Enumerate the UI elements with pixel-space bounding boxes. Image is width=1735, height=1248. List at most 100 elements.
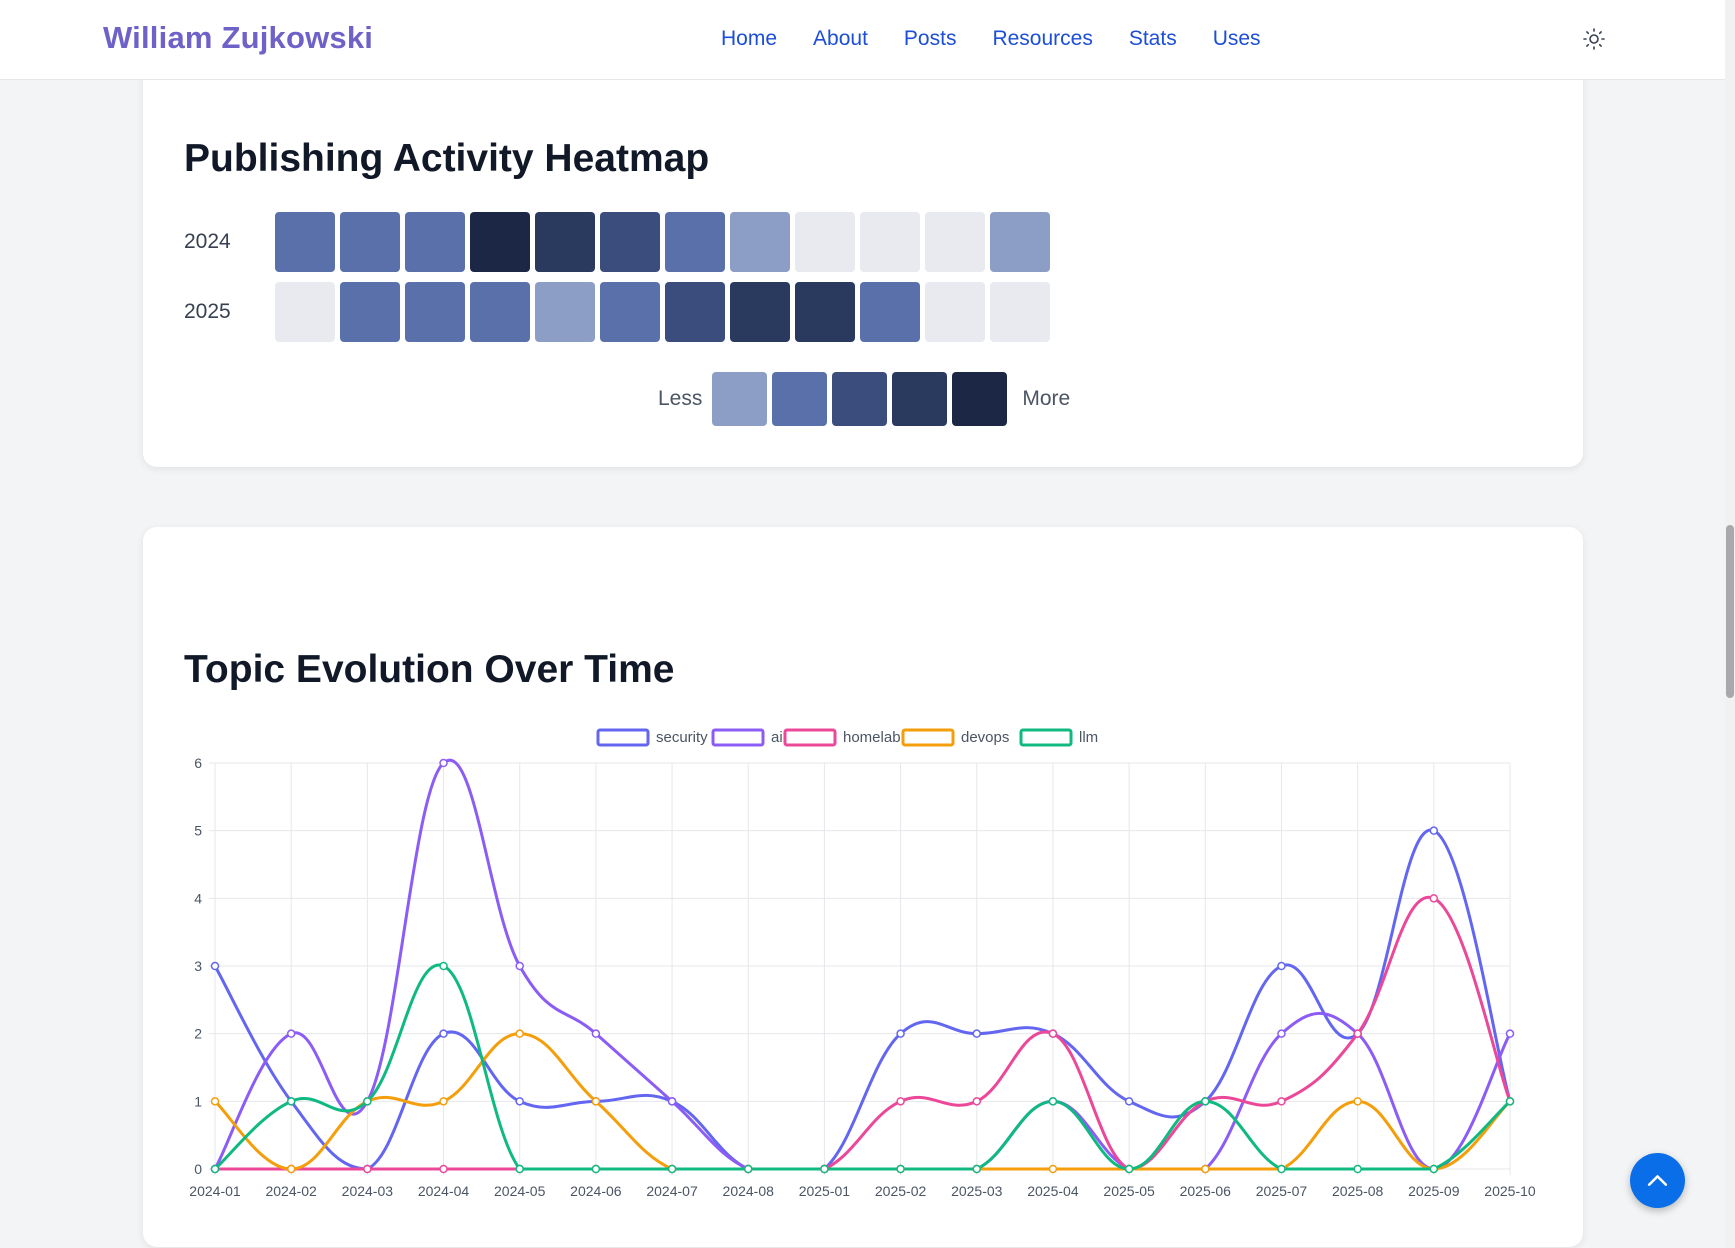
heatmap-cell[interactable] bbox=[470, 282, 530, 342]
legend-more-label: More bbox=[1022, 387, 1071, 410]
data-point-homelab bbox=[1429, 894, 1439, 903]
main-nav: Home About Posts Resources Stats Uses bbox=[721, 27, 1297, 51]
heatmap-cell[interactable] bbox=[600, 282, 660, 342]
data-point-devops bbox=[286, 1164, 296, 1174]
y-tick-label: 2 bbox=[194, 1026, 202, 1042]
heatmap-legend: Less More bbox=[658, 372, 1070, 426]
heatmap-cell[interactable] bbox=[535, 212, 595, 272]
data-point-ai bbox=[439, 758, 448, 768]
heatmap-cell[interactable] bbox=[925, 282, 985, 342]
data-point-llm bbox=[972, 1164, 982, 1174]
nav-posts[interactable]: Posts bbox=[903, 27, 957, 50]
nav-resources[interactable]: Resources bbox=[992, 27, 1093, 50]
heatmap-cell[interactable] bbox=[405, 282, 465, 342]
nav-uses[interactable]: Uses bbox=[1212, 27, 1261, 50]
data-point-security bbox=[896, 1029, 905, 1038]
heatmap-cell[interactable] bbox=[340, 282, 400, 342]
x-tick-label: 2025-09 bbox=[1408, 1183, 1460, 1199]
data-point-homelab bbox=[363, 1164, 372, 1174]
sun-icon[interactable] bbox=[1582, 27, 1606, 51]
data-point-devops bbox=[210, 1097, 220, 1106]
x-tick-label: 2024-06 bbox=[570, 1183, 622, 1199]
site-brand[interactable]: William Zujkowski bbox=[103, 20, 374, 55]
legend-swatch bbox=[952, 372, 1008, 426]
legend-series-swatch bbox=[711, 728, 765, 747]
data-point-homelab bbox=[1353, 1029, 1362, 1038]
y-tick-label: 1 bbox=[194, 1093, 202, 1109]
data-point-security bbox=[1124, 1097, 1134, 1106]
x-tick-label: 2025-02 bbox=[875, 1183, 927, 1199]
heatmap-cells bbox=[275, 282, 1055, 342]
data-point-llm bbox=[591, 1164, 601, 1174]
data-point-ai bbox=[515, 961, 524, 971]
y-tick-label: 6 bbox=[194, 755, 202, 771]
heatmap-cell[interactable] bbox=[405, 212, 465, 272]
legend-series-label: llm bbox=[1079, 729, 1098, 746]
nav-about[interactable]: About bbox=[813, 27, 868, 50]
x-tick-label: 2025-05 bbox=[1103, 1183, 1155, 1199]
heatmap-cell[interactable] bbox=[730, 212, 790, 272]
data-point-security bbox=[1429, 826, 1439, 835]
nav-stats[interactable]: Stats bbox=[1128, 27, 1177, 50]
heatmap-card: Publishing Activity Heatmap 2024 2025 Le… bbox=[143, 40, 1583, 467]
data-point-ai bbox=[667, 1097, 677, 1106]
data-point-homelab bbox=[972, 1097, 982, 1106]
heatmap-cell[interactable] bbox=[535, 282, 595, 342]
heatmap-cell[interactable] bbox=[860, 212, 920, 272]
legend-series-label: devops bbox=[961, 729, 1009, 746]
x-tick-label: 2024-03 bbox=[342, 1183, 394, 1199]
heatmap-cell[interactable] bbox=[990, 212, 1050, 272]
legend-series-swatch bbox=[596, 728, 650, 747]
nav-home[interactable]: Home bbox=[721, 27, 778, 50]
legend-series-label: homelab bbox=[843, 729, 901, 746]
heatmap-cell[interactable] bbox=[990, 282, 1050, 342]
heatmap-cell[interactable] bbox=[925, 212, 985, 272]
x-tick-label: 2025-01 bbox=[799, 1183, 851, 1199]
data-point-llm bbox=[667, 1164, 677, 1174]
chevron-up-icon bbox=[1647, 1175, 1668, 1186]
data-point-devops bbox=[1201, 1164, 1210, 1174]
x-tick-label: 2025-03 bbox=[951, 1183, 1003, 1199]
data-point-llm bbox=[286, 1097, 296, 1106]
x-tick-label: 2024-08 bbox=[723, 1183, 775, 1199]
legend-less-label: Less bbox=[658, 387, 703, 410]
data-point-devops bbox=[439, 1097, 448, 1106]
legend-series-label: security bbox=[656, 729, 708, 746]
heatmap-title: Publishing Activity Heatmap bbox=[184, 137, 710, 180]
heatmap-cell[interactable] bbox=[795, 282, 855, 342]
heatmap-cell[interactable] bbox=[665, 282, 725, 342]
data-point-ai bbox=[286, 1029, 296, 1038]
heatmap-cell[interactable] bbox=[275, 282, 335, 342]
series-line-homelab bbox=[215, 895, 1512, 1171]
x-tick-label: 2024-02 bbox=[265, 1183, 317, 1199]
data-point-homelab bbox=[1048, 1029, 1058, 1038]
data-point-ai bbox=[1277, 1029, 1286, 1038]
heatmap-cell[interactable] bbox=[275, 212, 335, 272]
data-point-llm bbox=[210, 1164, 220, 1174]
scrollbar-thumb[interactable] bbox=[1726, 525, 1734, 698]
heatmap-cell[interactable] bbox=[730, 282, 790, 342]
data-point-devops bbox=[1048, 1164, 1058, 1174]
data-point-llm bbox=[896, 1164, 905, 1174]
data-point-llm bbox=[743, 1164, 753, 1174]
heatmap-cell[interactable] bbox=[340, 212, 400, 272]
x-tick-label: 2024-05 bbox=[494, 1183, 546, 1199]
data-point-llm bbox=[515, 1164, 524, 1174]
heatmap-cell[interactable] bbox=[860, 282, 920, 342]
data-point-llm bbox=[820, 1164, 829, 1174]
series-line-ai bbox=[213, 758, 1512, 1171]
y-tick-label: 0 bbox=[194, 1161, 202, 1177]
x-tick-label: 2024-04 bbox=[418, 1183, 470, 1199]
heatmap-cell[interactable] bbox=[600, 212, 660, 272]
scroll-to-top-button[interactable] bbox=[1630, 1153, 1685, 1208]
y-tick-label: 5 bbox=[194, 823, 202, 839]
data-point-llm bbox=[1124, 1164, 1134, 1174]
data-point-homelab bbox=[896, 1097, 905, 1106]
series-line-security bbox=[213, 828, 1512, 1171]
heatmap-year-label: 2025 bbox=[184, 300, 231, 323]
legend-series-swatch bbox=[1019, 728, 1073, 747]
heatmap-cell[interactable] bbox=[795, 212, 855, 272]
heatmap-cell[interactable] bbox=[470, 212, 530, 272]
legend-series-swatch bbox=[901, 728, 955, 747]
heatmap-cell[interactable] bbox=[665, 212, 725, 272]
